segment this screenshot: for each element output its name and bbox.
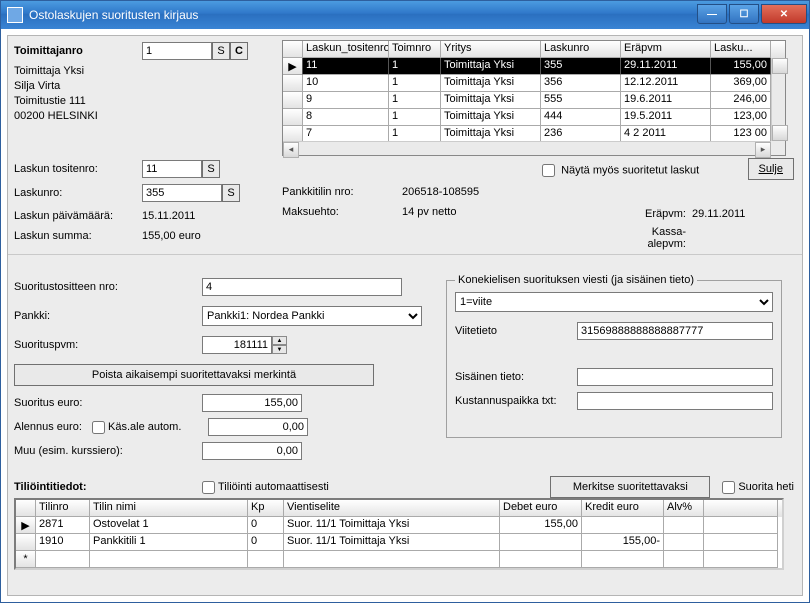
supplier-line: Toimittaja Yksi [14,64,272,79]
show-paid-label: Näytä myös suoritetut laskut [561,164,699,176]
close-button[interactable]: ✕ [761,4,807,24]
laskunro-search-button[interactable]: S [222,184,240,202]
maximize-button[interactable]: ☐ [729,4,759,24]
supplier-search-button[interactable]: S [212,42,230,60]
supplier-clear-button[interactable]: C [230,42,248,60]
titlebar[interactable]: Ostolaskujen suoritusten kirjaus — ☐ ✕ [1,1,809,29]
pankki-label: Pankki: [14,310,202,322]
supplier-line: Toimitustie 111 [14,94,272,109]
spin-up-button[interactable]: ▲ [272,336,287,345]
invoices-grid[interactable]: Laskun_tositenroToimnroYritysLaskunroErä… [282,40,786,156]
supplier-label: Toimittajanro [14,45,142,57]
muu-label: Muu (esim. kurssiero): [14,445,202,457]
table-row[interactable]: ▶2871Ostovelat 10Suor. 11/1 Toimittaja Y… [16,517,782,534]
summa-label: Laskun summa: [14,230,142,242]
alennus-label: Alennus euro: [14,421,92,433]
merkitse-button[interactable]: Merkitse suoritettavaksi [550,476,710,498]
laskunro-label: Laskunro: [14,187,142,199]
suorita-heti-checkbox[interactable] [722,481,735,494]
supplier-input[interactable] [142,42,212,60]
suoritustosite-label: Suoritustositteen nro: [14,281,202,293]
suoritus-input[interactable] [202,394,302,412]
tiliointi-auto-label: Tiliöinti automaattisesti [218,481,329,493]
pvm-value: 15.11.2011 [142,210,195,222]
supplier-line: Silja Virta [14,79,272,94]
tiliointi-auto-checkbox[interactable] [202,481,215,494]
erapvm-label: Eräpvm: [618,208,692,220]
tosite-label: Laskun tositenro: [14,163,142,175]
maksuehto-label: Maksuehto: [282,206,402,218]
summa-value: 155,00 euro [142,230,201,242]
grid-hscroll[interactable] [283,141,771,155]
table-row[interactable]: * [16,551,782,568]
sisainen-label: Sisäinen tieto: [455,371,577,383]
pvm-label: Laskun päivämäärä: [14,210,142,222]
entries-grid[interactable]: TilinroTilin nimiKpVientiseliteDebet eur… [14,498,784,570]
suorituspvm-label: Suorituspvm: [14,339,202,351]
pankkitili-label: Pankkitilin nro: [282,186,402,198]
app-window: Ostolaskujen suoritusten kirjaus — ☐ ✕ T… [0,0,810,603]
content-area: Toimittajanro S C Toimittaja Yksi Silja … [7,35,803,596]
tosite-search-button[interactable]: S [202,160,220,178]
kustannus-label: Kustannuspaikka txt: [455,395,577,407]
table-row[interactable]: ▶111Toimittaja Yksi35529.11.2011155,00 [283,58,785,75]
suorituspvm-input[interactable] [202,336,272,354]
message-legend: Konekielisen suorituksen viesti (ja sisä… [455,274,697,286]
suoritustosite-input[interactable] [202,278,402,296]
supplier-line: 00200 HELSINKI [14,109,272,124]
message-groupbox: Konekielisen suorituksen viesti (ja sisä… [446,274,782,438]
laskunro-input[interactable] [142,184,222,202]
window-title: Ostolaskujen suoritusten kirjaus [29,8,697,22]
pankki-select[interactable]: Pankki1: Nordea Pankki [202,306,422,326]
table-row[interactable]: 1910Pankkitili 10Suor. 11/1 Toimittaja Y… [16,534,782,551]
show-paid-checkbox[interactable] [542,164,555,177]
suoritus-label: Suoritus euro: [14,397,202,409]
muu-input[interactable] [202,442,302,460]
message-type-select[interactable]: 1=viite [455,292,773,312]
grid-vscroll[interactable] [771,58,785,141]
app-icon [7,7,23,23]
kas-ale-label: Käs.ale autom. [108,421,208,433]
kustannus-input[interactable] [577,392,773,410]
viite-label: Viitetieto [455,325,577,337]
alennus-input[interactable] [208,418,308,436]
pankkitili-value: 206518-108595 [402,186,479,198]
spin-down-button[interactable]: ▼ [272,345,287,354]
sisainen-input[interactable] [577,368,773,386]
minimize-button[interactable]: — [697,4,727,24]
viite-input[interactable] [577,322,773,340]
close-form-button[interactable]: Sulje [748,158,794,180]
maksuehto-value: 14 pv netto [402,206,456,218]
suorita-heti-label: Suorita heti [738,481,794,493]
kassa-label: Kassa-alepvm: [618,226,692,250]
table-row[interactable]: 101Toimittaja Yksi35612.12.2011369,00 [283,75,785,92]
tiliointi-label: Tiliöintitiedot: [14,481,202,493]
table-row[interactable]: 91Toimittaja Yksi55519.6.2011246,00 [283,92,785,109]
kas-ale-checkbox[interactable] [92,421,105,434]
remove-mark-button[interactable]: Poista aikaisempi suoritettavaksi merkin… [14,364,374,386]
erapvm-value: 29.11.2011 [692,208,745,220]
tosite-input[interactable] [142,160,202,178]
table-row[interactable]: 81Toimittaja Yksi44419.5.2011123,00 [283,109,785,126]
